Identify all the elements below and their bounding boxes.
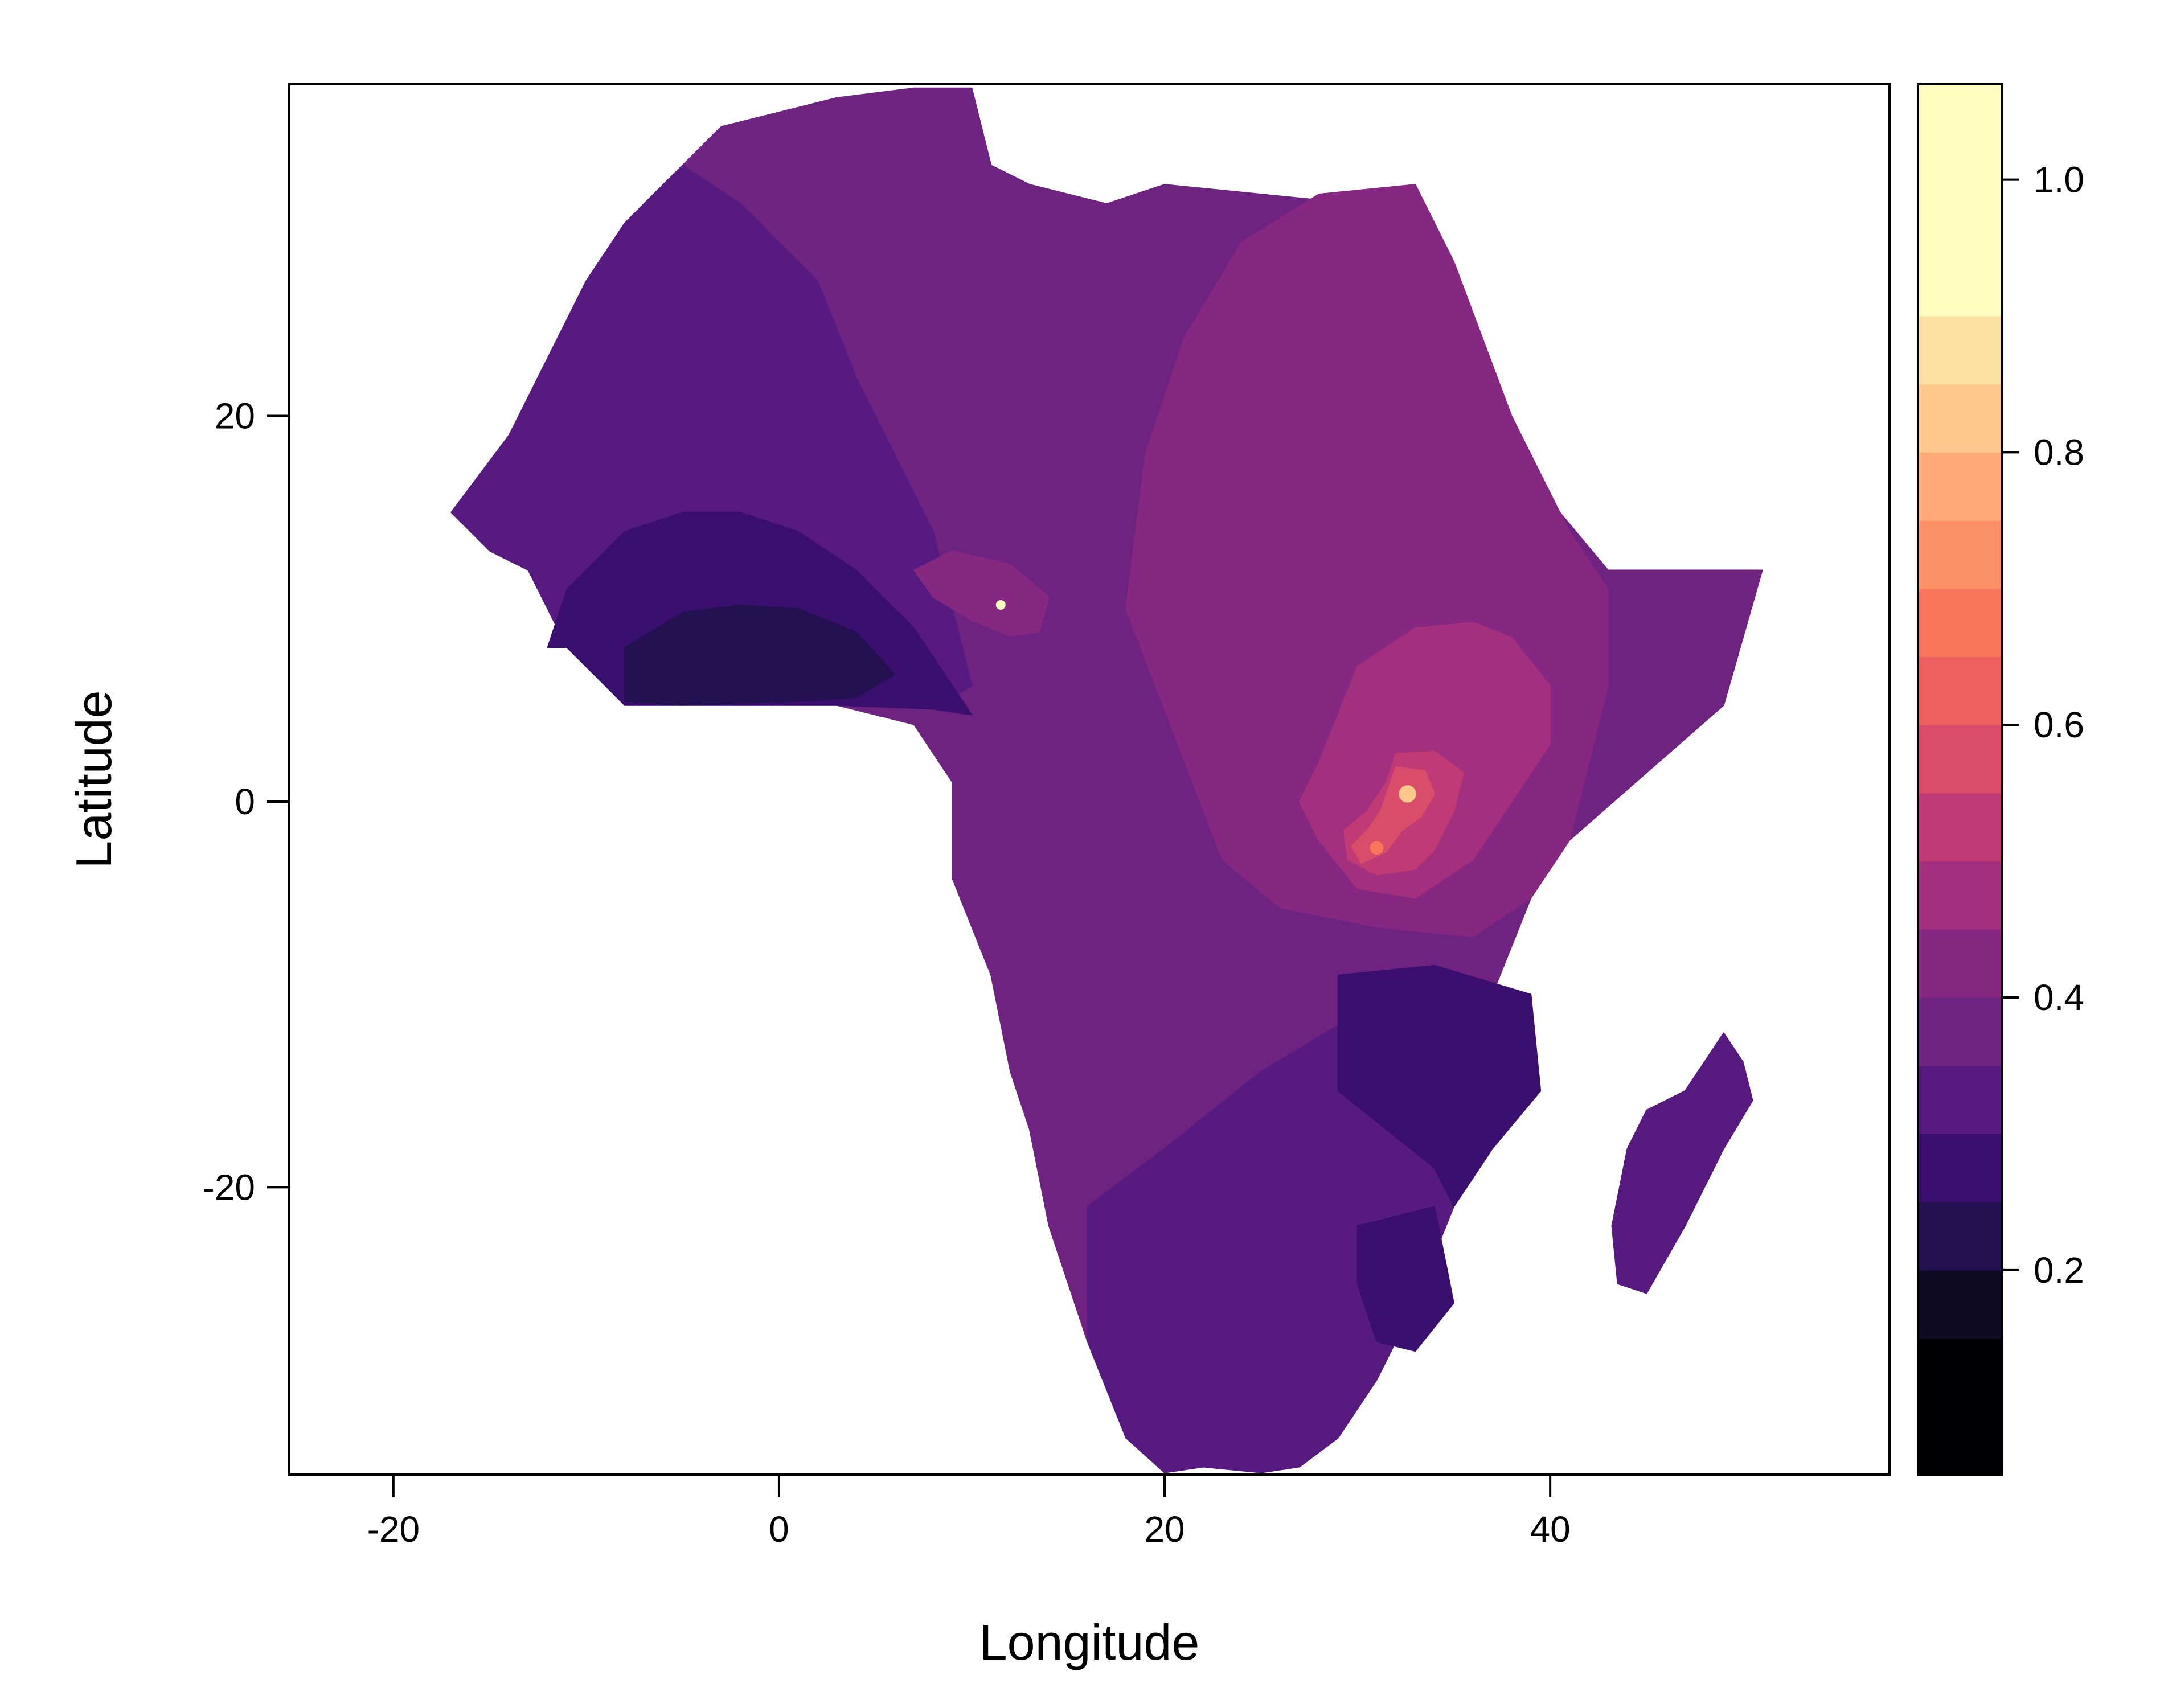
colorbar-bin	[1918, 179, 2002, 248]
x-axis-title: Longitude	[979, 1614, 1200, 1670]
colorbar-bin	[1918, 861, 2002, 930]
colorbar-axis: 0.2 0.4 0.6 0.8 1.0	[2002, 159, 2084, 1291]
colorbar-bin	[1918, 316, 2002, 385]
y-tick-label: -20	[203, 1167, 256, 1208]
x-tick-label: 0	[769, 1509, 789, 1550]
colorbar-frame	[1917, 83, 2003, 1476]
y-axis: -20 0 20	[203, 396, 289, 1208]
colorbar-bin	[1918, 929, 2002, 998]
x-axis: -20 0 20 40	[367, 1475, 1571, 1550]
colorbar	[1917, 83, 2003, 1476]
x-tick-label: -20	[367, 1509, 420, 1550]
colorbar-bin	[1918, 248, 2002, 317]
colorbar-bin	[1918, 1202, 2002, 1271]
region-moz	[1337, 964, 1542, 1208]
hotspot-2	[995, 600, 1006, 610]
y-tick-label: 20	[215, 396, 255, 437]
colorbar-bin	[1918, 1270, 2002, 1339]
map-regions	[450, 87, 1763, 1473]
hotspot-1	[1370, 841, 1384, 855]
colorbar-tick-label: 0.4	[2034, 977, 2084, 1018]
colorbar-bin	[1918, 725, 2002, 794]
colorbar-bin	[1918, 452, 2002, 521]
region-madagascar	[1611, 1032, 1753, 1294]
plot-frame	[288, 83, 1891, 1476]
hotspot-0	[1399, 785, 1416, 803]
colorbar-bin	[1918, 656, 2002, 725]
x-tick-label: 40	[1530, 1509, 1571, 1550]
colorbar-bin	[1918, 1134, 2002, 1202]
colorbar-bin	[1918, 793, 2002, 862]
colorbar-bin	[1918, 520, 2002, 589]
y-tick-label: 0	[235, 781, 255, 822]
colorbar-bin	[1918, 997, 2002, 1066]
region-cam	[913, 550, 1050, 637]
colorbar-bin	[1918, 1338, 2002, 1475]
colorbar-tick-label: 1.0	[2034, 159, 2084, 200]
y-axis-title: Latitude	[65, 690, 122, 868]
colorbar-tick-label: 0.6	[2034, 704, 2084, 745]
region-lim	[1356, 1206, 1454, 1352]
colorbar-bin	[1918, 384, 2002, 453]
colorbar-tick-label: 0.8	[2034, 432, 2084, 473]
colorbar-bin	[1918, 84, 2002, 180]
colorbar-bin	[1918, 588, 2002, 658]
region-coast	[624, 604, 896, 706]
x-tick-label: 20	[1144, 1509, 1185, 1550]
colorbar-bin	[1918, 1065, 2002, 1134]
colorbar-tick-label: 0.2	[2034, 1250, 2084, 1291]
